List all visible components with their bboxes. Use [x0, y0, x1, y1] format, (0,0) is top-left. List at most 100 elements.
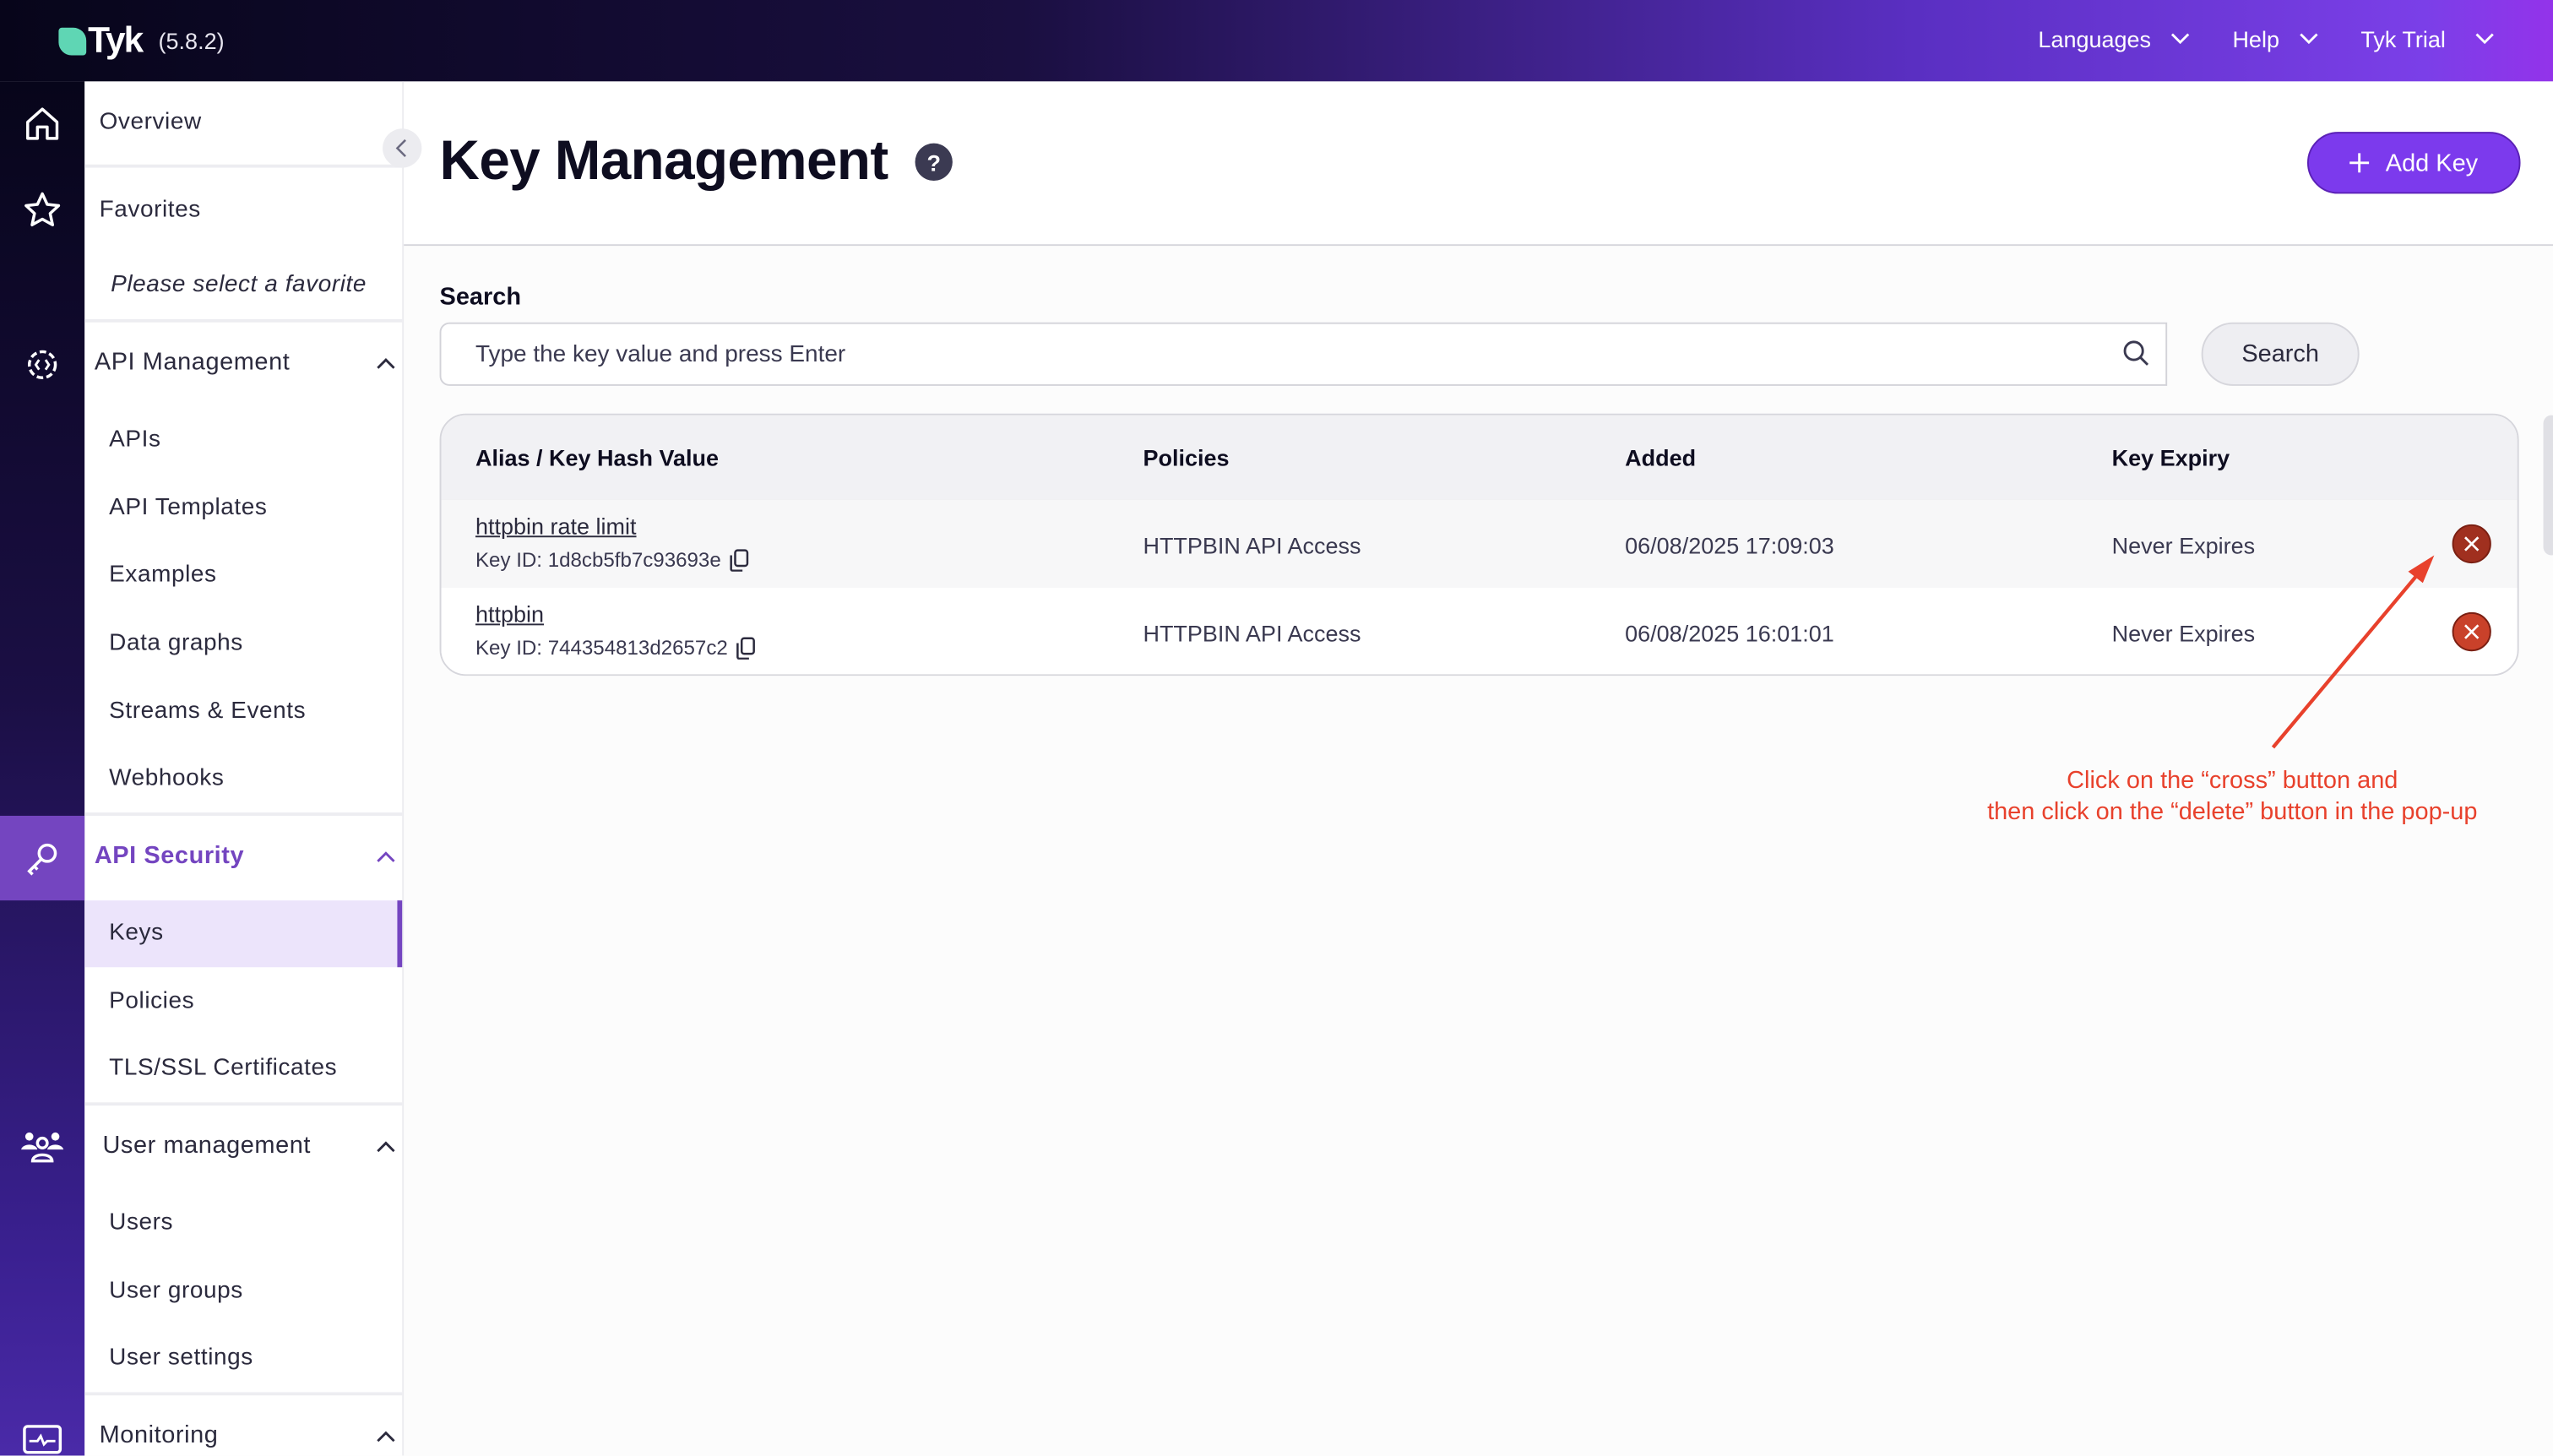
version: (5.8.2): [158, 27, 225, 54]
section-label: API Management: [94, 348, 291, 377]
sidebar-item-keys[interactable]: Keys: [109, 920, 164, 947]
account-label: Tyk Trial: [2360, 25, 2446, 52]
chevron-up-icon: [377, 1140, 395, 1152]
api-gear-icon: [27, 350, 57, 380]
annotation-line: Click on the “cross” button and: [2067, 767, 2398, 795]
favorites-empty-text: Please select a favorite: [111, 271, 367, 298]
sidebar-item-streams-events[interactable]: Streams & Events: [109, 698, 307, 725]
annotation-note: Click on the “cross” button and then clic…: [1921, 765, 2543, 827]
divider: [84, 164, 403, 168]
collapse-sidebar-button[interactable]: [383, 128, 422, 168]
copy-icon[interactable]: [736, 637, 755, 660]
section-user-management[interactable]: User management: [102, 1132, 395, 1160]
tyk-logo[interactable]: Tyk (5.8.2): [58, 19, 225, 62]
policies-cell: HTTPBIN API Access: [1143, 532, 1361, 559]
rail-home[interactable]: [0, 81, 84, 166]
search-label: Search: [439, 283, 522, 312]
sidebar-item-examples[interactable]: Examples: [109, 562, 217, 589]
top-bar: Tyk (5.8.2) Languages Help Tyk Trial: [0, 0, 2553, 82]
search-input[interactable]: [439, 322, 2168, 386]
key-alias-link[interactable]: httpbin: [475, 600, 545, 627]
sidebar-item-user-groups[interactable]: User groups: [109, 1278, 243, 1305]
monitor-icon: [23, 1425, 62, 1454]
icon-rail: [0, 81, 85, 1456]
key-id-text: Key ID: 1d8cb5fb7c93693e: [475, 548, 721, 572]
annotation-arrow-icon: [2271, 555, 2435, 749]
policies-cell: HTTPBIN API Access: [1143, 620, 1361, 647]
users-icon: [21, 1132, 64, 1163]
divider: [84, 812, 403, 816]
divider: [84, 1102, 403, 1106]
sidebar-item-users[interactable]: Users: [109, 1209, 174, 1236]
close-icon: [2464, 624, 2480, 639]
search-icon[interactable]: [2121, 339, 2151, 368]
scrollbar[interactable]: [2543, 415, 2553, 556]
search-button[interactable]: Search: [2201, 322, 2360, 386]
rail-api-security[interactable]: [0, 815, 85, 901]
column-header-expiry[interactable]: Key Expiry: [2111, 444, 2230, 471]
expiry-cell: Never Expires: [2111, 532, 2256, 559]
sidebar-item-webhooks[interactable]: Webhooks: [109, 765, 225, 792]
page-header: [404, 81, 2553, 247]
help-label: Help: [2232, 25, 2279, 52]
languages-menu[interactable]: Languages: [2038, 26, 2190, 52]
key-alias-link[interactable]: httpbin rate limit: [475, 513, 637, 540]
key-icon: [27, 843, 57, 876]
star-icon: [24, 192, 61, 226]
table-header: Alias / Key Hash Value Policies Added Ke…: [441, 415, 2518, 502]
section-monitoring[interactable]: Monitoring: [100, 1421, 396, 1449]
brand-name: Tyk: [88, 19, 144, 61]
chevron-down-icon: [2300, 33, 2318, 45]
column-header-added[interactable]: Added: [1625, 444, 1697, 471]
key-id: Key ID: 744354813d2657c2: [475, 637, 756, 660]
table-row: httpbin rate limit Key ID: 1d8cb5fb7c936…: [441, 499, 2518, 589]
section-api-security[interactable]: API Security: [95, 842, 396, 870]
sidebar-item-data-graphs[interactable]: Data graphs: [109, 630, 243, 656]
sidebar-item-apis[interactable]: APIs: [109, 426, 161, 453]
delete-key-button[interactable]: [2452, 611, 2491, 652]
add-key-button[interactable]: Add Key: [2306, 132, 2521, 194]
section-api-management[interactable]: API Management: [94, 348, 396, 377]
account-menu[interactable]: Tyk Trial: [2360, 26, 2494, 52]
copy-icon[interactable]: [729, 549, 748, 572]
key-id-text: Key ID: 744354813d2657c2: [475, 636, 728, 660]
active-item-highlight: [84, 900, 403, 968]
page-title: Key Management: [439, 130, 889, 193]
sidebar-item-policies[interactable]: Policies: [109, 988, 195, 1015]
sidebar-item-overview[interactable]: Overview: [99, 109, 202, 136]
keys-table: Alias / Key Hash Value Policies Added Ke…: [439, 413, 2519, 676]
sidebar-item-api-templates[interactable]: API Templates: [109, 495, 268, 521]
add-key-label: Add Key: [2385, 149, 2479, 177]
chevron-up-icon: [377, 357, 395, 368]
section-label: User management: [102, 1131, 312, 1160]
added-cell: 06/08/2025 16:01:01: [1625, 620, 1834, 647]
home-icon: [26, 107, 59, 140]
sidebar-item-favorites[interactable]: Favorites: [99, 197, 201, 224]
sidebar-item-tls-certificates[interactable]: TLS/SSL Certificates: [109, 1055, 338, 1082]
logo-leaf-icon: [58, 26, 87, 55]
divider: [84, 318, 403, 323]
sidebar-item-user-settings[interactable]: User settings: [109, 1345, 253, 1372]
chevron-down-icon: [2475, 33, 2494, 45]
column-header-policies[interactable]: Policies: [1143, 444, 1230, 471]
added-cell: 06/08/2025 17:09:03: [1625, 532, 1834, 559]
section-label: Monitoring: [99, 1421, 219, 1449]
expiry-cell: Never Expires: [2111, 620, 2256, 647]
chevron-down-icon: [2171, 33, 2190, 45]
delete-key-button[interactable]: [2452, 524, 2491, 564]
rail-monitoring[interactable]: [0, 1397, 84, 1455]
close-icon: [2464, 536, 2480, 551]
rail-favorites[interactable]: [0, 168, 84, 253]
plus-icon: [2349, 153, 2370, 173]
languages-label: Languages: [2038, 25, 2152, 52]
help-menu[interactable]: Help: [2232, 26, 2318, 52]
section-label: API Security: [94, 841, 245, 870]
help-icon[interactable]: ?: [915, 143, 953, 182]
rail-api-management[interactable]: [0, 323, 84, 407]
column-header-alias[interactable]: Alias / Key Hash Value: [475, 444, 720, 471]
rail-user-management[interactable]: [0, 1104, 84, 1188]
sidebar: Overview Favorites Please select a favor…: [84, 81, 405, 1456]
divider: [84, 1392, 403, 1396]
chevron-left-icon: [395, 139, 406, 157]
